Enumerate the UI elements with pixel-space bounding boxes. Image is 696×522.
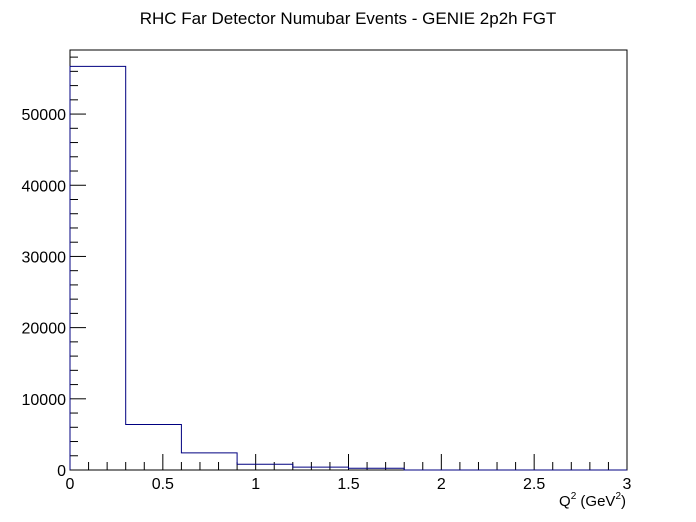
histogram-bin bbox=[181, 453, 237, 470]
histogram-bin bbox=[70, 66, 126, 470]
histogram-bin bbox=[126, 424, 182, 470]
y-tick-label: 40000 bbox=[22, 178, 67, 195]
x-tick-label: 1 bbox=[251, 476, 260, 493]
x-tick-label: 2 bbox=[437, 476, 446, 493]
x-axis: 0 0.5 1 1.5 2 2.5 3 bbox=[66, 454, 632, 493]
x-tick-label: 0 bbox=[66, 476, 75, 493]
y-tick-label: 10000 bbox=[22, 392, 67, 409]
y-tick-label: 30000 bbox=[22, 249, 67, 266]
x-tick-label: 3 bbox=[623, 476, 632, 493]
x-tick-label: 2.5 bbox=[523, 476, 545, 493]
y-axis: 0 10000 20000 30000 40000 50000 bbox=[22, 56, 86, 480]
x-tick-label: 0.5 bbox=[152, 476, 174, 493]
histogram-outline bbox=[69, 65, 627, 471]
y-tick-label: 0 bbox=[57, 463, 66, 480]
y-tick-label: 20000 bbox=[22, 321, 67, 338]
chart-title: RHC Far Detector Numubar Events - GENIE … bbox=[140, 9, 557, 28]
plot-frame bbox=[69, 49, 628, 471]
histogram-bins bbox=[70, 66, 404, 470]
y-tick-label: 50000 bbox=[22, 107, 67, 124]
x-tick-label: 1.5 bbox=[337, 476, 359, 493]
x-axis-title: Q2 (GeV2) bbox=[559, 491, 626, 510]
histogram-bin bbox=[237, 464, 293, 470]
